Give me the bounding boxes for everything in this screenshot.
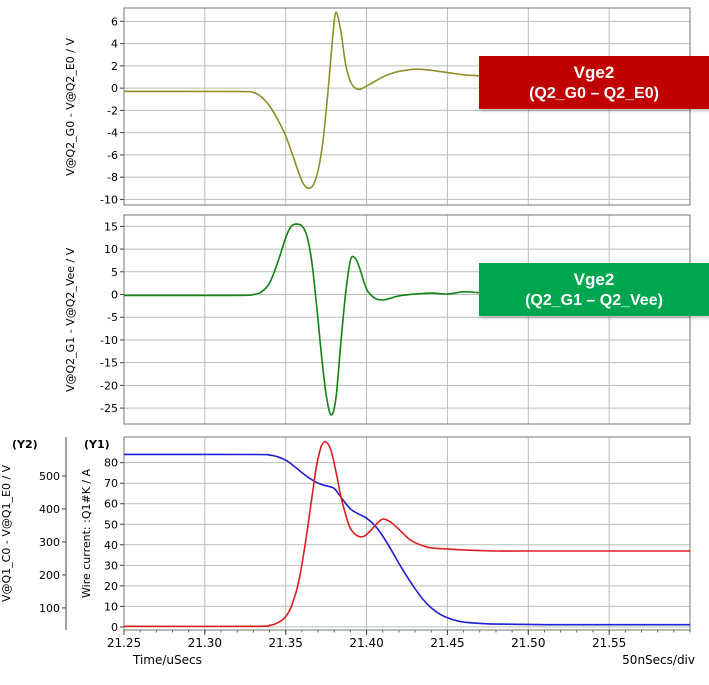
svg-text:-5: -5 xyxy=(107,311,118,324)
svg-text:70: 70 xyxy=(104,477,118,490)
svg-text:0: 0 xyxy=(111,621,118,634)
svg-text:500: 500 xyxy=(39,470,60,483)
svg-text:15: 15 xyxy=(104,220,118,233)
plot1-border xyxy=(123,214,691,425)
svg-text:80: 80 xyxy=(104,457,118,470)
plot1-y-axis: 15 10 5 0 -5 -10 -15 -20 -25 xyxy=(100,220,124,415)
svg-text:0: 0 xyxy=(111,289,118,302)
time-per-div-label: 50nSecs/div xyxy=(622,653,695,667)
svg-text:21.35: 21.35 xyxy=(269,636,303,650)
svg-text:100: 100 xyxy=(39,602,60,615)
svg-text:21.45: 21.45 xyxy=(430,636,464,650)
svg-text:4: 4 xyxy=(111,38,118,51)
svg-text:2: 2 xyxy=(111,60,118,73)
svg-text:-2: -2 xyxy=(107,104,118,117)
x-axis-title: Time/uSecs xyxy=(133,653,202,667)
plot2-border xyxy=(123,436,691,631)
svg-text:200: 200 xyxy=(39,569,60,582)
trace-wire-current-q1-k xyxy=(124,441,690,628)
top-plot-y-axis-label: V@Q2_G0 - V@Q2_E0 / V xyxy=(64,37,77,176)
vge2-upper-callout-subtitle: (Q2_G0 – Q2_E0) xyxy=(529,84,659,102)
svg-text:-8: -8 xyxy=(107,171,118,184)
svg-text:-25: -25 xyxy=(100,402,118,415)
svg-text:300: 300 xyxy=(39,536,60,549)
svg-text:21.50: 21.50 xyxy=(511,636,545,650)
vge2-lower-callout-subtitle: (Q2_G1 – Q2_Vee) xyxy=(525,291,663,309)
svg-text:-10: -10 xyxy=(100,193,118,206)
svg-text:-20: -20 xyxy=(100,379,118,392)
vge2-lower-callout-title: Vge2 xyxy=(573,269,615,289)
plot0-y-axis: 6 4 2 0 -2 -4 -6 -8 -10 xyxy=(100,15,124,206)
svg-text:21.30: 21.30 xyxy=(188,636,222,650)
svg-text:30: 30 xyxy=(104,559,118,572)
svg-text:60: 60 xyxy=(104,498,118,511)
svg-text:21.40: 21.40 xyxy=(349,636,383,650)
svg-text:6: 6 xyxy=(111,15,118,28)
y1-axis-id-label: (Y1) xyxy=(84,438,110,451)
svg-text:-10: -10 xyxy=(100,334,118,347)
svg-text:-6: -6 xyxy=(107,149,118,162)
trace-v-q1-c0-v-q1-e0 xyxy=(124,453,690,626)
svg-text:10: 10 xyxy=(104,243,118,256)
svg-text:-15: -15 xyxy=(100,357,118,370)
trace-vge2-q2-g1-q2-vee xyxy=(124,223,690,416)
svg-text:10: 10 xyxy=(104,600,118,613)
svg-text:-4: -4 xyxy=(107,127,118,140)
svg-text:21.55: 21.55 xyxy=(592,636,626,650)
svg-text:21.25: 21.25 xyxy=(107,636,141,650)
middle-plot-y-axis-label: V@Q2_G1 - V@Q2_Vee / V xyxy=(64,247,77,392)
svg-text:50: 50 xyxy=(104,518,118,531)
x-axis: 21.25 21.30 21.35 21.40 21.45 21.50 21.55 xyxy=(107,630,691,650)
plot1-grid xyxy=(124,215,690,424)
vge2-lower-callout: Vge2 (Q2_G1 – Q2_Vee) xyxy=(479,263,709,316)
vge2-upper-callout: Vge2 (Q2_G0 – Q2_E0) xyxy=(479,56,709,109)
svg-text:20: 20 xyxy=(104,580,118,593)
svg-text:0: 0 xyxy=(111,82,118,95)
bottom-plot-y2-axis-label: V@Q1_C0 - V@Q1_E0 / V xyxy=(0,464,13,603)
y2-axis-id-label: (Y2) xyxy=(12,438,38,451)
bottom-plot-y1-axis-label: Wire current: :Q1#K / A xyxy=(80,468,93,599)
svg-text:400: 400 xyxy=(39,503,60,516)
svg-text:5: 5 xyxy=(111,266,118,279)
vge2-upper-callout-title: Vge2 xyxy=(573,62,615,82)
svg-text:40: 40 xyxy=(104,539,118,552)
trace-vge2-q2-g0-q2-e0 xyxy=(124,11,690,190)
plot2-grid xyxy=(124,437,690,630)
